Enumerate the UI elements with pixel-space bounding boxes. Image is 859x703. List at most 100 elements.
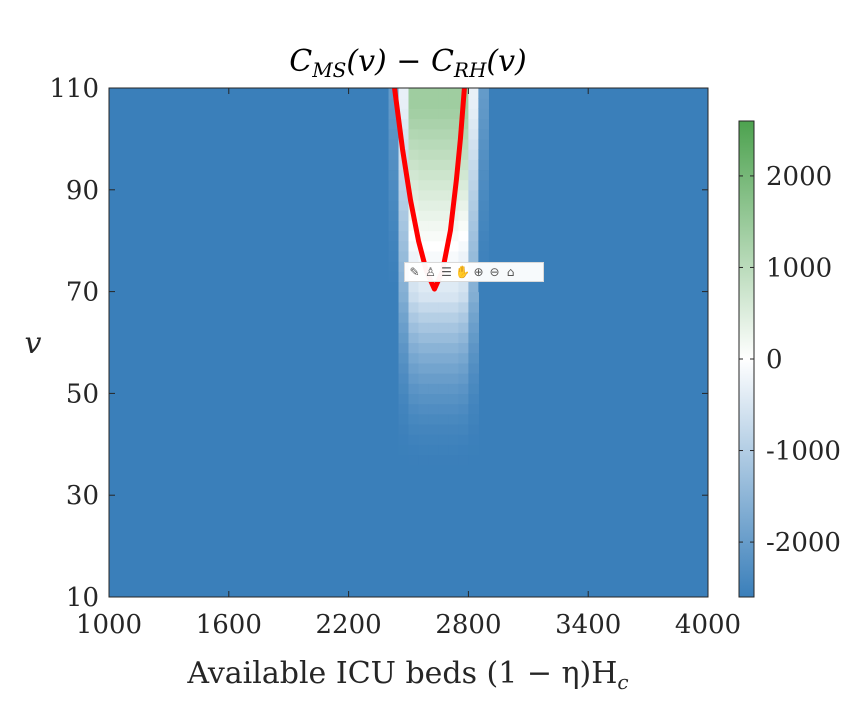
- y-tick-label: 110: [49, 74, 99, 104]
- heatmap-cell: [438, 108, 450, 120]
- heatmap-cell: [418, 199, 430, 211]
- heatmap-cell: [398, 342, 410, 354]
- heatmap-cell: [468, 128, 479, 140]
- heatmap-cell: [468, 179, 479, 191]
- heatmap-cell: [448, 149, 460, 160]
- heatmap-cell: [438, 444, 450, 456]
- heatmap-cell: [428, 138, 440, 150]
- heatmap-cell: [478, 128, 489, 140]
- heatmap-cell: [398, 220, 410, 232]
- heatmap-cell: [448, 98, 460, 109]
- heatmap-cell: [388, 169, 400, 181]
- heatmap-cell: [388, 199, 400, 211]
- heatmap-cell: [428, 230, 440, 242]
- heatmap-cell: [408, 393, 420, 405]
- heatmap-cell: [428, 342, 440, 354]
- heatmap-cell: [438, 393, 450, 405]
- pan-icon[interactable]: ✋: [455, 265, 470, 279]
- colorbar-tick-label: -2000: [766, 528, 841, 558]
- colorbar-tick-label: -1000: [766, 437, 841, 467]
- colorbar-ticks: -2000 -1000 0 1000 2000: [739, 162, 841, 558]
- heatmap-cell: [458, 454, 469, 466]
- heatmap-cell: [458, 413, 469, 425]
- heatmap-cell: [458, 199, 469, 211]
- heatmap-cell: [458, 383, 469, 394]
- legend-icon[interactable]: ☰: [441, 265, 452, 279]
- heatmap-cell: [468, 301, 479, 313]
- heatmap-cell: [418, 393, 430, 405]
- heatmap-cell: [458, 332, 469, 344]
- heatmap-cell: [458, 423, 469, 435]
- heatmap-cell: [438, 322, 450, 333]
- heatmap-cell: [398, 332, 410, 344]
- heatmap-cell: [438, 240, 450, 252]
- heatmap-cell: [478, 98, 489, 109]
- heatmap-cell: [408, 403, 420, 415]
- heatmap-cell: [478, 220, 489, 232]
- heatmap-cell: [468, 332, 479, 344]
- heatmap-cell: [458, 352, 469, 364]
- heatmap-cell: [408, 301, 420, 313]
- heatmap-cell: [458, 189, 469, 201]
- heatmap-cell: [438, 128, 450, 140]
- heatmap-cell: [468, 230, 479, 242]
- heatmap-cell: [468, 403, 479, 415]
- heatmap-cell: [468, 199, 479, 211]
- heatmap-cell: [448, 240, 460, 252]
- heatmap-cell: [428, 210, 440, 221]
- heatmap-cell: [388, 261, 400, 272]
- heatmap-cell: [408, 159, 420, 171]
- x-axis-label-sub: c: [617, 670, 628, 694]
- heatmap-cell: [408, 373, 420, 384]
- zoom-in-icon[interactable]: ⊕: [473, 265, 484, 279]
- heatmap-cell: [428, 332, 440, 344]
- heatmap-cell: [428, 159, 440, 171]
- heatmap-cell: [438, 199, 450, 211]
- y-tick-label: 90: [66, 176, 99, 206]
- heatmap-cell: [408, 311, 420, 323]
- home-icon[interactable]: ⌂: [506, 265, 515, 279]
- heatmap-cell: [468, 352, 479, 364]
- data-tips-icon[interactable]: ♙: [425, 265, 436, 279]
- title-sub-rh: RH: [453, 58, 487, 82]
- heatmap-cell: [388, 220, 400, 232]
- heatmap-cell: [428, 362, 440, 374]
- heatmap-cell: [468, 311, 479, 323]
- heatmap-cell: [418, 159, 430, 171]
- x-axis: 1000 1600 2200 2800 3400 4000: [76, 88, 741, 640]
- heatmap-cell: [398, 423, 410, 435]
- heatmap-cell: [458, 444, 469, 456]
- heatmap-cell: [408, 230, 420, 242]
- heatmap-cell: [418, 149, 430, 160]
- heatmap-cell: [398, 383, 410, 394]
- heatmap-cell: [448, 138, 460, 150]
- heatmap-cell: [478, 159, 489, 171]
- heatmap-cell: [388, 179, 400, 191]
- heatmap-cell: [418, 138, 430, 150]
- colorbar-tick-label: 1000: [766, 253, 832, 283]
- heatmap-cell: [398, 362, 410, 374]
- heatmap-cell: [408, 149, 420, 160]
- heatmap-cell: [468, 169, 479, 181]
- heatmap-cell: [438, 423, 450, 435]
- heatmap-cell: [418, 322, 430, 333]
- zoom-out-icon[interactable]: ⊖: [489, 265, 500, 279]
- heatmap-cell: [408, 322, 420, 333]
- heatmap-cell: [408, 434, 420, 445]
- title-part-c1: C: [289, 44, 312, 79]
- plot-frame: [108, 87, 709, 598]
- heatmap-cell: [448, 444, 460, 456]
- heatmap-cell: [438, 159, 450, 171]
- x-tick-label: 4000: [675, 610, 741, 640]
- heatmap-cell: [418, 352, 430, 364]
- heatmap-cell: [398, 444, 410, 456]
- heatmap-cell: [438, 342, 450, 354]
- heatmap-cell: [398, 240, 410, 252]
- heatmap-cell: [468, 281, 479, 293]
- heatmap-cell: [418, 118, 430, 130]
- y-tick-label: 50: [66, 379, 99, 409]
- heatmap-cell: [468, 240, 479, 252]
- brush-icon[interactable]: ✎: [409, 265, 420, 279]
- heatmap-cell: [468, 108, 479, 120]
- heatmap-cell: [448, 393, 460, 405]
